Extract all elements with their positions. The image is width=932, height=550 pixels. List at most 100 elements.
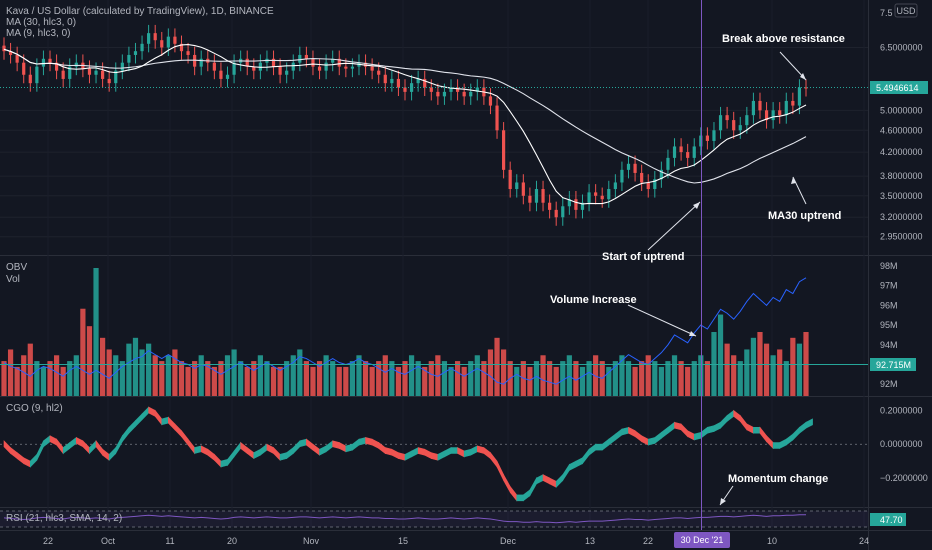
ma9-legend[interactable]: MA (9, hlc3, 0) xyxy=(6,28,70,39)
cgo-segment xyxy=(345,443,353,453)
candle-body xyxy=(101,70,105,79)
volume-bar xyxy=(468,361,474,396)
price-tick-label: 4.6000000 xyxy=(880,125,923,135)
candles xyxy=(2,24,808,226)
candle-body xyxy=(600,195,604,200)
cgo-segment xyxy=(417,447,426,456)
volume-bar xyxy=(86,326,93,396)
cgo-tick-label: −0.2000000 xyxy=(880,473,928,483)
time-tick-label: 20 xyxy=(227,536,237,546)
candle-body xyxy=(449,87,453,92)
price-tick-label: 3.8000000 xyxy=(880,171,923,181)
volume-bar xyxy=(100,337,106,396)
volume-bar xyxy=(645,355,651,396)
candle-body xyxy=(94,70,98,75)
volume-bar xyxy=(560,361,566,396)
rsi-legend[interactable]: RSI (21, hlc3, SMA, 14, 2) xyxy=(6,513,122,524)
candle-body xyxy=(396,78,401,88)
annotation-volume-increase: Volume Increase xyxy=(550,294,637,306)
volume-bar xyxy=(783,361,789,396)
candle-body xyxy=(751,100,756,116)
candle-body xyxy=(153,33,157,41)
candle-body xyxy=(377,70,381,75)
volume-bar xyxy=(415,361,421,396)
volume-bar xyxy=(47,361,53,396)
volume-bar xyxy=(34,361,40,396)
volume-bar xyxy=(790,337,796,396)
candle-body xyxy=(370,66,374,71)
candle-body xyxy=(574,199,578,210)
vol-legend[interactable]: Vol xyxy=(6,274,20,285)
volume-bar xyxy=(323,355,329,396)
cgo-segment xyxy=(430,452,439,461)
volume-bar xyxy=(441,361,448,396)
cgo-segment xyxy=(384,447,393,456)
volume-bar xyxy=(132,337,139,396)
candle-body xyxy=(469,91,473,97)
cgo-segment xyxy=(332,440,340,449)
cgo-legend[interactable]: CGO (9, hl2) xyxy=(6,403,63,414)
volume-bar xyxy=(501,349,507,396)
candle-body xyxy=(679,146,683,153)
ma30-legend[interactable]: MA (30, hlc3, 0) xyxy=(6,17,76,28)
volume-bar xyxy=(356,355,362,396)
volume-bar xyxy=(369,366,375,396)
last-price-value: 5.4946614 xyxy=(876,83,919,93)
price-pane[interactable] xyxy=(0,0,868,255)
volume-bar xyxy=(14,366,20,396)
price-axis[interactable]: 7.5 6.5000000 5.0000000 4.6000000 4.2000000 3… xyxy=(880,8,923,242)
volume-bar xyxy=(198,355,204,396)
candle-body xyxy=(672,146,677,158)
volume-bars xyxy=(1,268,809,396)
candle-body xyxy=(140,43,144,52)
volume-bar xyxy=(73,355,79,396)
volume-bar xyxy=(481,361,487,396)
candle-body xyxy=(534,189,539,203)
volume-bar xyxy=(474,355,480,396)
volume-bar xyxy=(487,349,494,396)
volume-bar xyxy=(21,355,27,396)
volume-bar xyxy=(119,361,125,396)
volume-bar xyxy=(691,361,697,396)
candle-body xyxy=(317,66,322,71)
candle-body xyxy=(745,115,749,126)
candle-body xyxy=(495,105,499,131)
volume-bar xyxy=(264,361,270,396)
volume-bar xyxy=(540,355,546,396)
candle-body xyxy=(390,78,394,84)
volume-bar xyxy=(106,349,112,396)
currency-badge[interactable] xyxy=(894,3,918,18)
candle-body xyxy=(758,100,762,111)
volume-bar xyxy=(343,366,349,396)
volume-bar xyxy=(547,361,553,396)
candle-body xyxy=(107,78,111,84)
volume-bar xyxy=(632,366,638,396)
obv-tick-label: 92M xyxy=(880,379,898,389)
volume-bar xyxy=(658,366,664,396)
cgo-segment xyxy=(674,421,682,431)
obv-legend[interactable]: OBV xyxy=(6,262,27,273)
candle-body xyxy=(587,192,591,203)
volume-bar xyxy=(395,366,402,396)
time-tick-label: 13 xyxy=(585,536,595,546)
volume-bar xyxy=(527,366,533,396)
candle-body xyxy=(74,62,78,67)
obv-line xyxy=(3,277,807,385)
time-axis[interactable]: 22 Oct 11 20 Nov 15 Dec 13 22 10 24 xyxy=(43,536,869,546)
volume-bar xyxy=(218,361,224,396)
volume-bar xyxy=(277,366,283,396)
chart-title: Kava / US Dollar (calculated by TradingV… xyxy=(6,6,274,17)
volume-bar xyxy=(533,361,540,396)
volume-bar xyxy=(251,361,257,396)
volume-bar xyxy=(349,361,356,396)
cgo-axis[interactable]: 0.2000000 0.0000000 −0.2000000 xyxy=(880,405,928,483)
candle-body xyxy=(791,100,795,106)
time-tick-label: Oct xyxy=(101,536,116,546)
candle-body xyxy=(179,43,184,52)
volume-bar xyxy=(126,343,132,396)
volume-bar xyxy=(724,343,730,396)
cgo-segment xyxy=(647,437,656,446)
obv-volume-pane[interactable] xyxy=(0,256,868,396)
candle-body xyxy=(692,146,696,158)
